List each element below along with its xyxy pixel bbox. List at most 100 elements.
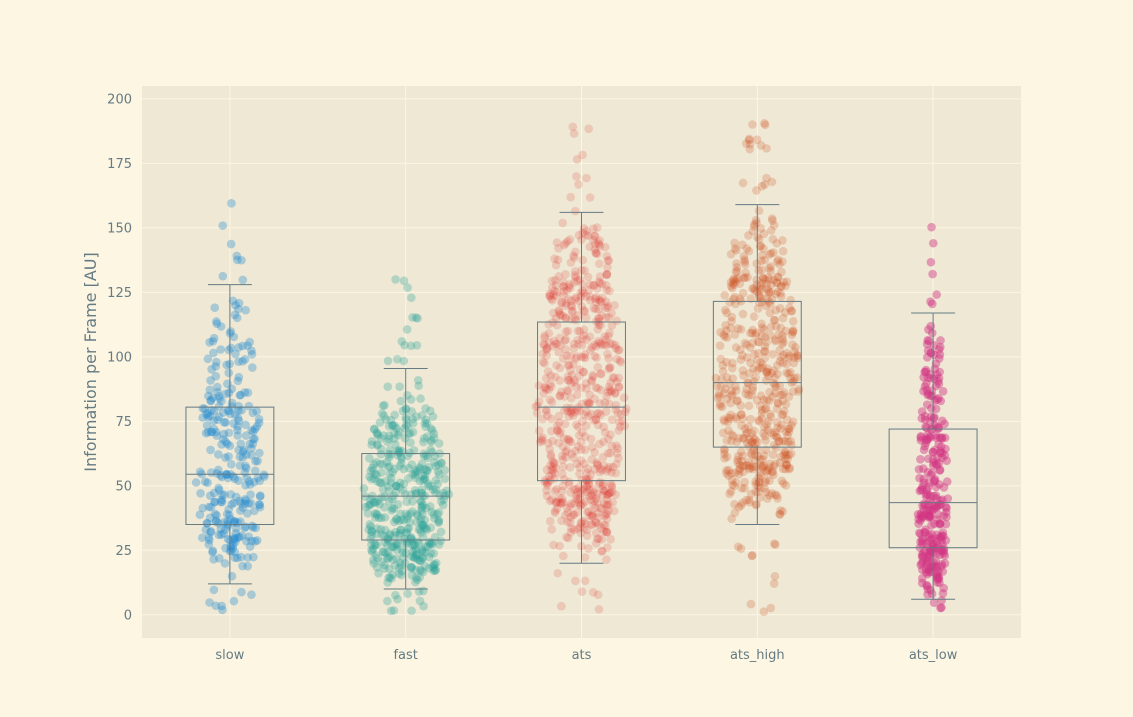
strip-point (238, 447, 248, 456)
strip-point (740, 255, 749, 264)
strip-point (425, 502, 435, 511)
strip-point (587, 512, 597, 521)
strip-point (417, 546, 427, 556)
strip-point (582, 384, 591, 393)
strip-point (738, 366, 748, 375)
strip-point (758, 250, 767, 260)
strip-point (576, 528, 586, 538)
strip-point (402, 539, 412, 549)
strip-point (234, 343, 243, 352)
strip-point (746, 449, 755, 458)
strip-point (919, 499, 929, 509)
strip-point (756, 391, 766, 400)
strip-point (419, 520, 429, 530)
strip-point (755, 363, 764, 373)
strip-point (602, 495, 612, 504)
strip-point (598, 481, 608, 491)
strip-point (372, 457, 381, 467)
strip-point (395, 478, 405, 488)
strip-point (921, 438, 931, 448)
strip-point (597, 279, 607, 289)
strip-point (398, 486, 408, 495)
strip-point (416, 497, 426, 507)
strip-point (931, 359, 941, 368)
strip-point (578, 150, 587, 160)
strip-point (571, 295, 580, 304)
strip-point (728, 480, 737, 490)
strip-point (584, 285, 594, 295)
strip-point (571, 446, 580, 456)
strip-point (760, 353, 770, 363)
strip-point (386, 478, 396, 488)
strip-point (416, 394, 425, 403)
strip-point (591, 297, 601, 307)
strip-point (722, 357, 731, 367)
strip-point (760, 478, 770, 487)
strip-point (547, 426, 556, 436)
strip-point (782, 277, 792, 286)
strip-point (722, 452, 732, 462)
strip-point (411, 573, 421, 582)
strip-point (436, 536, 445, 545)
strip-point (742, 384, 751, 394)
strip-point (917, 513, 927, 523)
strip-point (415, 463, 424, 472)
strip-point (397, 458, 406, 468)
strip-point (927, 562, 936, 571)
strip-point (720, 305, 730, 315)
strip-point (413, 466, 422, 476)
strip-point (602, 527, 612, 537)
strip-point (209, 554, 218, 564)
strip-point (589, 416, 599, 425)
strip-point (739, 273, 749, 283)
strip-point (234, 304, 243, 314)
strip-point (564, 376, 573, 385)
strip-point (366, 522, 375, 531)
strip-point (923, 373, 933, 382)
strip-point (594, 604, 604, 614)
strip-point (367, 436, 377, 446)
strip-point (752, 218, 761, 228)
strip-point (602, 509, 612, 519)
strip-point (250, 434, 259, 444)
strip-point (387, 504, 397, 513)
strip-point (726, 410, 736, 420)
strip-point (399, 356, 408, 366)
strip-point (561, 314, 570, 323)
strip-point (376, 444, 386, 454)
strip-point (917, 578, 927, 588)
strip-point (936, 603, 945, 613)
strip-point (569, 525, 579, 534)
strip-point (538, 414, 547, 424)
strip-point (390, 428, 399, 438)
strip-point (208, 546, 218, 556)
strip-point (577, 341, 587, 350)
strip-point (745, 464, 754, 474)
strip-point (205, 491, 215, 501)
strip-point (753, 481, 763, 491)
strip-point (430, 487, 440, 497)
strip-point (410, 540, 419, 550)
strip-point (933, 501, 942, 511)
strip-point (924, 510, 934, 519)
strip-point (615, 417, 624, 427)
strip-point (745, 144, 755, 154)
strip-point (379, 431, 388, 440)
strip-point (418, 545, 427, 554)
strip-point (602, 251, 612, 261)
strip-point (739, 434, 749, 443)
strip-point (942, 456, 952, 465)
strip-point (792, 373, 802, 382)
strip-point (369, 558, 379, 568)
strip-point (780, 436, 790, 446)
strip-point (606, 378, 615, 387)
strip-point (395, 382, 404, 392)
strip-point (234, 476, 243, 485)
strip-point (238, 275, 248, 285)
strip-point (922, 423, 931, 433)
strip-point (206, 376, 215, 385)
strip-point (769, 315, 779, 325)
strip-point (749, 312, 759, 321)
strip-point (219, 418, 229, 427)
